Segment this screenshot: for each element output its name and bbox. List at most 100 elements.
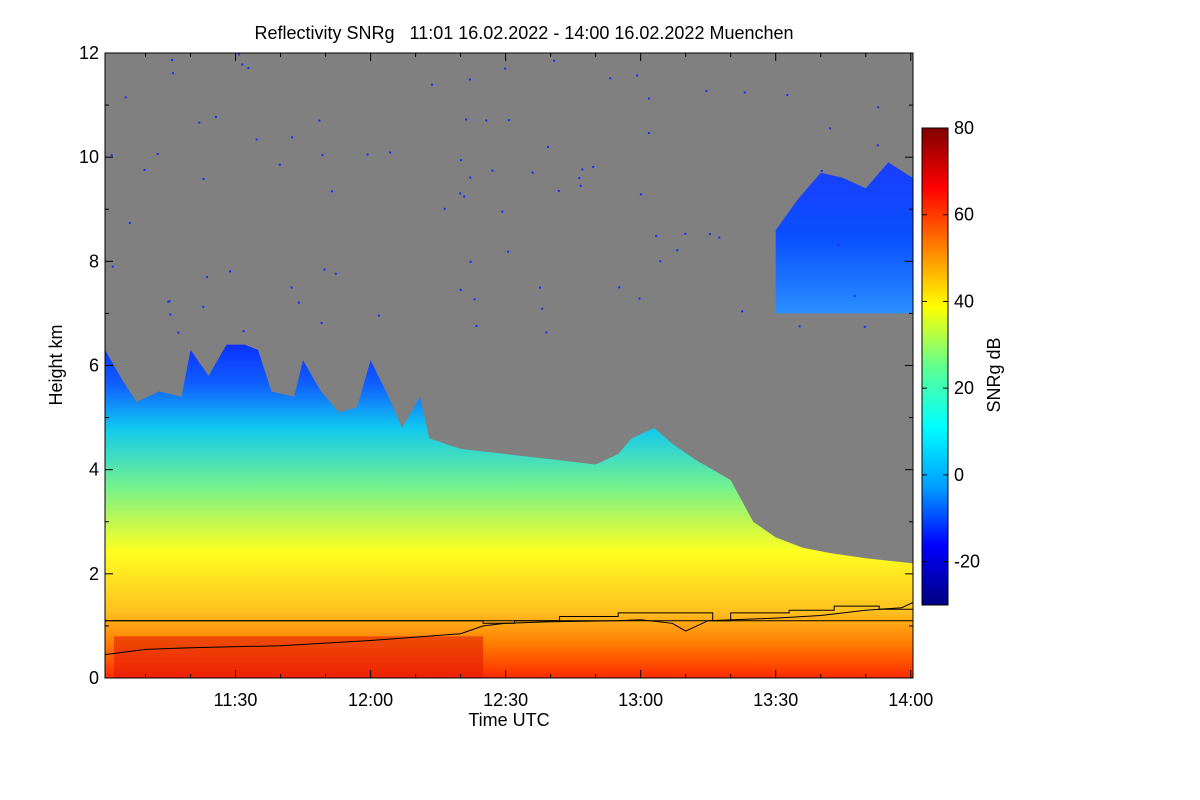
colorbar-tick-label: 60 [954,205,974,225]
noise-dot [638,297,641,300]
noise-dot [539,286,541,289]
noise-dot [110,154,113,157]
y-tick-label: 8 [89,251,99,271]
noise-dot [547,145,549,148]
noise-dot [491,169,494,172]
y-tick-label: 10 [79,147,99,167]
y-axis-label: Height km [46,324,66,405]
noise-dot [837,243,840,246]
noise-dot [171,58,174,61]
y-tick-label: 12 [79,43,99,63]
noise-dot [507,119,510,122]
noise-dot [124,96,127,99]
noise-dot [636,74,639,77]
noise-dot [169,313,172,316]
noise-dot [214,116,217,118]
noise-dot [111,265,114,268]
colorbar-tick-label: 80 [954,118,974,138]
plot-area [105,53,913,678]
noise-dot [202,305,205,308]
noise-dot [553,59,556,62]
lower-cloud [105,344,913,678]
noise-dot [876,144,879,147]
noise-dot [321,154,324,157]
chart-title: Reflectivity SNRg 11:01 16.02.2022 - 14:… [254,23,793,43]
noise-dot [531,171,534,174]
noise-dot [798,325,801,328]
noise-dot [705,90,708,93]
noise-dot [468,78,471,81]
noise-dot [334,272,337,275]
noise-dot [242,330,245,333]
x-axis: 11:30 12:00 12:30 13:00 13:30 14:00 [145,53,933,710]
noise-dot [128,221,131,224]
noise-dot [278,163,281,166]
noise-dot [469,260,472,263]
noise-dot [366,153,369,156]
noise-dot [655,234,658,237]
colorbar-label: SNRg dB [984,337,1004,412]
x-tick-label: 12:00 [348,690,393,710]
noise-dot [708,233,711,236]
noise-dot [786,94,789,96]
noise-dot [557,190,560,192]
noise-dot [743,91,746,94]
colorbar-tick-label: 0 [954,465,964,485]
noise-dot [578,177,581,180]
noise-dot [290,286,293,289]
noise-dot [579,184,582,187]
noise-dot [581,168,584,171]
noise-dot [718,236,721,239]
noise-dot [741,310,744,313]
x-tick-label: 13:30 [753,690,798,710]
colorbar-tick-label: -20 [954,552,980,572]
colorbar-tick-label: 40 [954,291,974,311]
noise-dot [177,331,180,334]
noise-dot [443,207,446,210]
x-tick-label: 12:30 [483,690,528,710]
noise-dot [829,127,832,130]
noise-dot [469,176,472,179]
y-tick-label: 6 [89,356,99,376]
noise-dot [255,138,258,141]
noise-dot [241,63,244,66]
noise-dot [206,276,209,279]
noise-dot [143,168,146,171]
noise-dot [297,301,300,304]
upper-cloud [775,162,913,314]
noise-dot [475,325,478,327]
noise-dot [238,53,240,56]
noise-dot [168,300,171,303]
noise-dot [639,193,642,196]
noise-dot [647,97,650,100]
noise-dot [507,250,510,253]
black-line [105,602,913,656]
noise-dot [853,295,856,297]
noise-dot [647,132,650,134]
noise-dot [460,159,463,162]
noise-dot [156,153,159,155]
noise-dot [330,190,333,193]
x-tick-label: 13:00 [618,690,663,710]
noise-dot [323,268,326,271]
noise-dot [473,298,476,301]
noise-dot [463,195,466,198]
x-tick-label: 11:30 [214,690,258,710]
colorbar-gradient [921,127,949,606]
noise-dot [389,151,392,154]
colorbar-tick-label: 20 [954,378,974,398]
noise-dot [229,270,232,273]
noise-dot [684,232,687,235]
noise-dot [541,307,544,310]
noise-dot [247,67,250,70]
noise-dot [676,249,679,252]
noise-dot [485,119,488,122]
noise-dot [320,322,323,324]
noise-dot [609,77,612,80]
noise-dot [877,106,880,109]
noise-dot [659,260,662,263]
x-axis-label: Time UTC [468,710,549,730]
noise-dot [465,118,468,121]
y-tick-label: 0 [89,668,99,688]
